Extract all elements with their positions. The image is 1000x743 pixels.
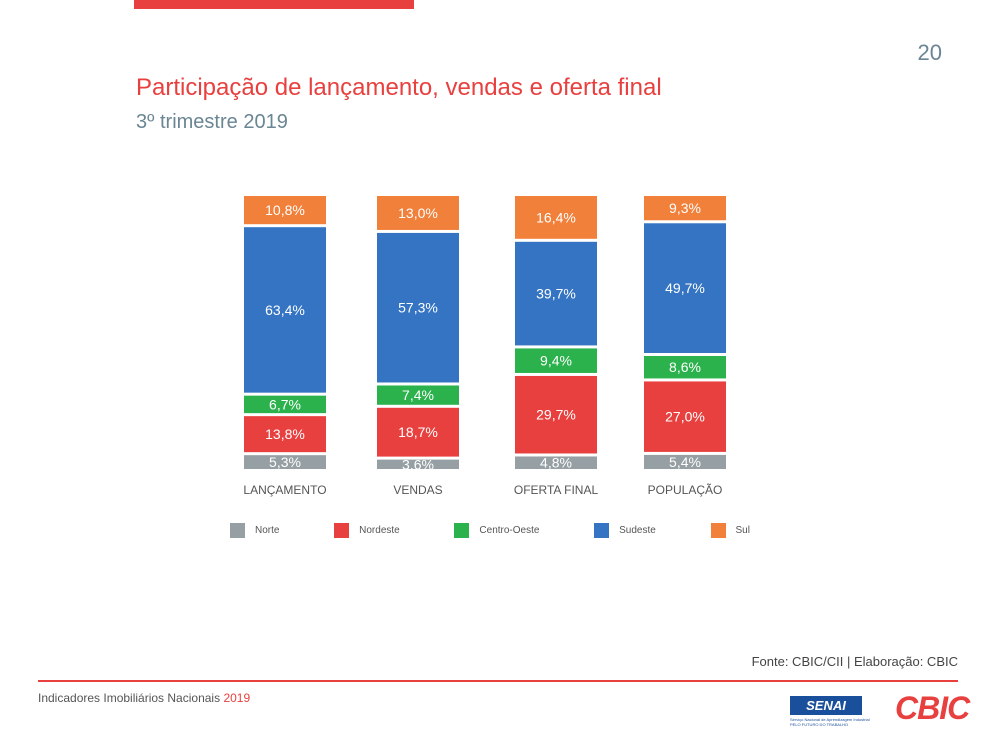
footer-report-name: Indicadores Imobiliários Nacionais 2019 [38, 691, 250, 705]
data-label: 9,4% [540, 353, 572, 369]
bar-segment-norte-3 [644, 454, 726, 469]
data-label: 8,6% [669, 359, 701, 375]
legend-item-sul: Sul [710, 522, 750, 538]
legend-item-norte: Norte [230, 522, 280, 538]
bar-segment-centro-oeste-1 [377, 385, 459, 405]
data-label: 3,6% [402, 456, 434, 472]
bar-segment-centro-oeste-3 [644, 355, 726, 379]
legend-label: Sul [735, 524, 750, 536]
source-note: Fonte: CBIC/CII | Elaboração: CBIC [751, 654, 958, 669]
bar-segment-sudeste-0 [244, 227, 326, 393]
data-label: 39,7% [536, 286, 576, 302]
senai-logo-tagline: Serviço Nacional de Aprendizagem Industr… [790, 717, 870, 722]
bar-segment-centro-oeste-2 [515, 348, 597, 373]
x-tick-label: VENDAS [393, 483, 442, 497]
data-label: 9,3% [669, 200, 701, 216]
legend-item-centro-oeste: Centro-Oeste [454, 522, 540, 538]
legend-swatch [594, 522, 610, 538]
bar-segment-nordeste-1 [377, 407, 459, 457]
x-tick-label: OFERTA FINAL [514, 483, 599, 497]
legend-label: Centro-Oeste [479, 524, 540, 536]
data-label: 49,7% [665, 280, 705, 296]
bar-segment-sul-1 [377, 196, 459, 230]
data-label: 13,8% [265, 426, 305, 442]
data-label: 27,0% [665, 409, 705, 425]
legend-item-nordeste: Nordeste [334, 522, 400, 538]
bar-segment-nordeste-3 [644, 381, 726, 452]
bar-segment-sul-3 [644, 196, 726, 221]
senai-logo-mark: SENAI [790, 696, 862, 715]
senai-logo: SENAI Serviço Nacional de Aprendizagem I… [790, 696, 880, 736]
data-label: 7,4% [402, 387, 434, 403]
legend-label: Nordeste [359, 524, 400, 536]
legend-item-sudeste: Sudeste [594, 522, 656, 538]
bar-segment-norte-1 [377, 459, 459, 469]
page-number: 20 [917, 40, 942, 65]
data-label: 4,8% [540, 455, 572, 471]
top-accent-bar [134, 0, 414, 9]
data-label: 16,4% [536, 209, 576, 225]
bar-segment-sul-2 [515, 196, 597, 239]
data-label: 6,7% [269, 396, 301, 412]
data-label: 10,8% [265, 202, 305, 218]
bar-segment-nordeste-2 [515, 375, 597, 454]
chart-legend: Norte Nordeste Centro-Oeste Sudeste Sul [230, 520, 750, 540]
data-label: 5,4% [669, 454, 701, 470]
footer-report-year: 2019 [223, 691, 251, 705]
bar-segment-sudeste-3 [644, 223, 726, 353]
bar-segment-sudeste-1 [377, 232, 459, 383]
legend-swatch [454, 522, 470, 538]
legend-swatch [710, 522, 726, 538]
chart-subtitle: 3º trimestre 2019 [136, 111, 288, 133]
data-label: 29,7% [536, 407, 576, 423]
data-label: 63,4% [265, 302, 305, 318]
legend-label: Norte [255, 524, 280, 536]
bar-segment-centro-oeste-0 [244, 395, 326, 414]
bar-segment-norte-0 [244, 455, 326, 469]
data-label: 18,7% [398, 424, 438, 440]
bar-segment-sul-0 [244, 196, 326, 225]
footer-divider [38, 680, 958, 682]
chart-title: Participação de lançamento, vendas e ofe… [136, 74, 662, 101]
x-tick-label: POPULAÇÃO [648, 483, 723, 497]
data-label: 5,3% [269, 454, 301, 470]
x-tick-label: LANÇAMENTO [243, 483, 326, 497]
legend-swatch [334, 522, 350, 538]
cbic-logo: CBIC [895, 690, 970, 726]
data-label: 13,0% [398, 205, 438, 221]
legend-swatch [230, 522, 245, 538]
footer-report-title: Indicadores Imobiliários Nacionais [38, 691, 221, 705]
senai-logo-slogan: PELO FUTURO DO TRABALHO [790, 722, 849, 727]
bar-segment-sudeste-2 [515, 241, 597, 346]
legend-label: Sudeste [619, 524, 656, 536]
bar-segment-norte-2 [515, 456, 597, 469]
data-label: 57,3% [398, 300, 438, 316]
bar-segment-nordeste-0 [244, 416, 326, 453]
